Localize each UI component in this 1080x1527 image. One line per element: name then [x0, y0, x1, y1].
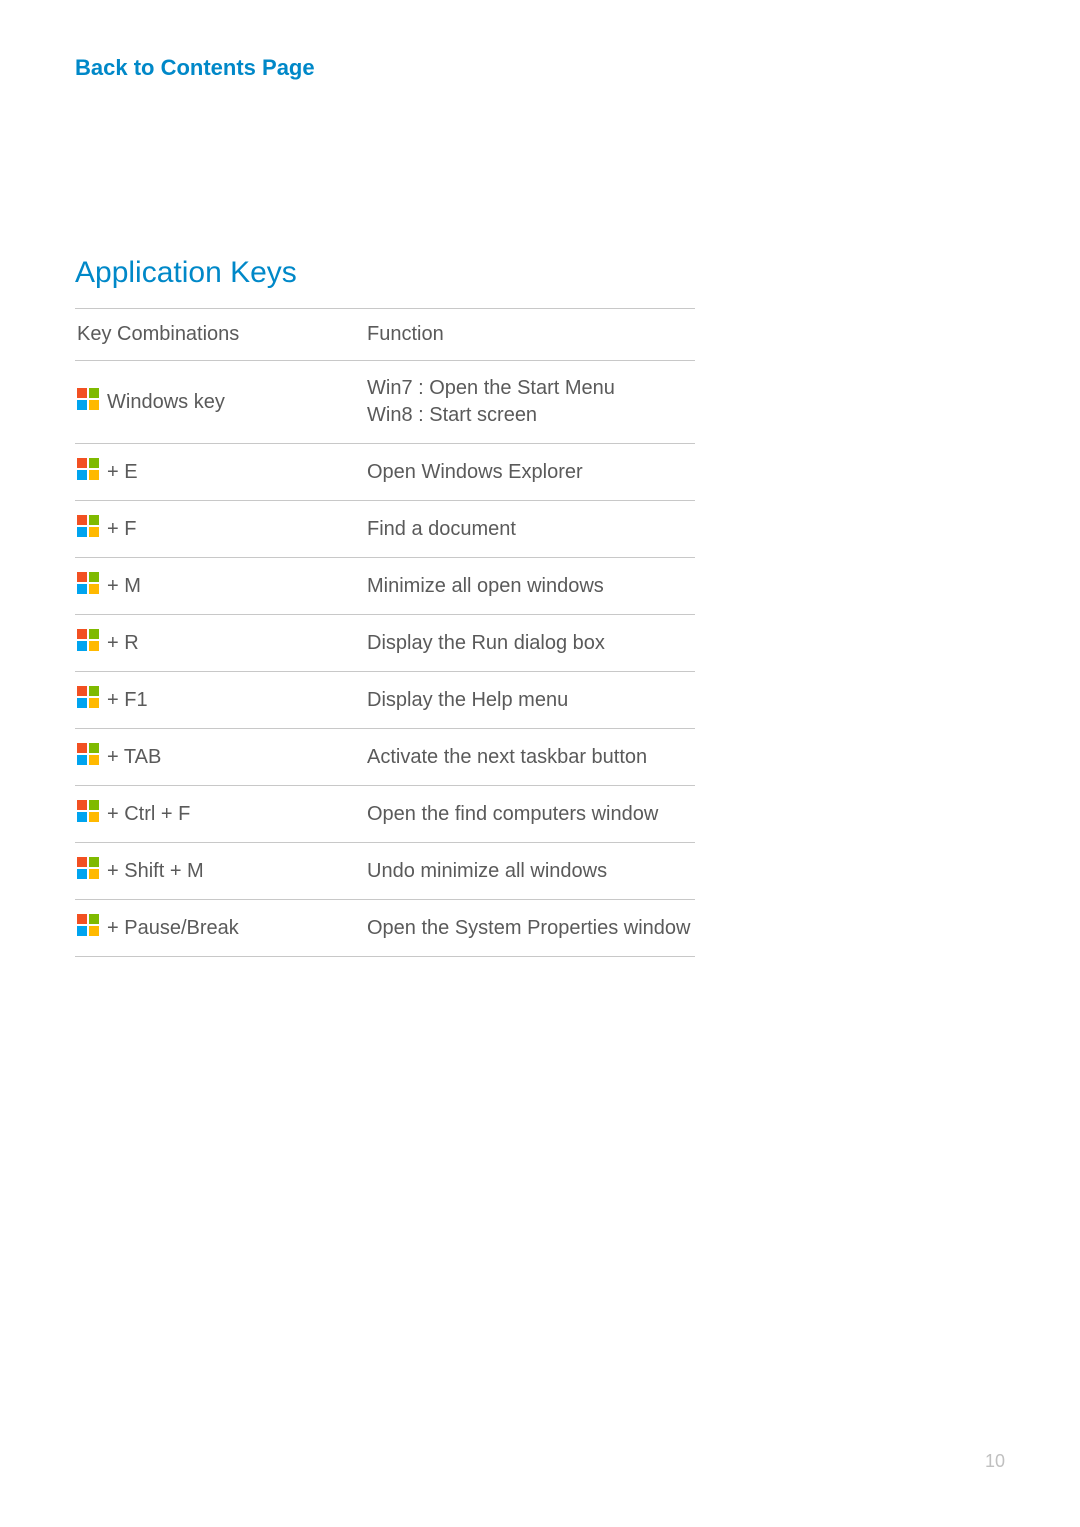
- function-cell: Win7 : Open the Start MenuWin8 : Start s…: [365, 361, 695, 444]
- function-text: Open the find computers window: [367, 801, 693, 828]
- table-header-row: Key Combinations Function: [75, 309, 695, 361]
- table-row: + TAB Activate the next taskbar button: [75, 729, 695, 786]
- function-text: Activate the next taskbar button: [367, 744, 693, 771]
- table-row: + F1 Display the Help menu: [75, 672, 695, 729]
- function-cell: Display the Run dialog box: [365, 615, 695, 672]
- windows-icon: [77, 572, 99, 600]
- key-combination-cell: + Ctrl + F: [75, 786, 365, 843]
- key-combination-text: + F: [107, 518, 136, 541]
- windows-icon: [77, 800, 99, 828]
- windows-icon: [77, 388, 99, 416]
- function-text: Display the Help menu: [367, 687, 693, 714]
- key-combination-cell: + TAB: [75, 729, 365, 786]
- table-row: + M Minimize all open windows: [75, 558, 695, 615]
- function-cell: Open the System Properties window: [365, 900, 695, 957]
- header-key-combinations: Key Combinations: [75, 309, 365, 361]
- windows-icon: [77, 857, 99, 885]
- key-combination-cell: + E: [75, 444, 365, 501]
- key-combination-text: + TAB: [107, 746, 161, 769]
- key-combination-cell: + Pause/Break: [75, 900, 365, 957]
- windows-icon: [77, 743, 99, 771]
- table-row: + R Display the Run dialog box: [75, 615, 695, 672]
- key-combination-cell: + F: [75, 501, 365, 558]
- table-row: + F Find a document: [75, 501, 695, 558]
- function-cell: Open Windows Explorer: [365, 444, 695, 501]
- page-number: 10: [985, 1451, 1005, 1472]
- header-function: Function: [365, 309, 695, 361]
- function-text: Undo minimize all windows: [367, 858, 693, 885]
- table-row: Windows key Win7 : Open the Start MenuWin…: [75, 361, 695, 444]
- key-combination-cell: + Shift + M: [75, 843, 365, 900]
- function-cell: Display the Help menu: [365, 672, 695, 729]
- key-combination-text: + E: [107, 461, 138, 484]
- function-cell: Minimize all open windows: [365, 558, 695, 615]
- function-text: Find a document: [367, 516, 693, 543]
- key-combination-text: + Ctrl + F: [107, 803, 190, 826]
- key-combination-text: + Pause/Break: [107, 917, 239, 940]
- shortcuts-table: Key Combinations Function Windows keyWin…: [75, 308, 695, 957]
- key-combination-cell: Windows key: [75, 361, 365, 444]
- function-cell: Find a document: [365, 501, 695, 558]
- key-combination-text: + M: [107, 575, 141, 598]
- key-combination-text: + Shift + M: [107, 860, 204, 883]
- key-combination-text: Windows key: [107, 391, 225, 414]
- section-heading: Application Keys: [75, 256, 1005, 290]
- function-text: Win8 : Start screen: [367, 402, 693, 429]
- windows-icon: [77, 458, 99, 486]
- function-text: Minimize all open windows: [367, 573, 693, 600]
- key-combination-cell: + R: [75, 615, 365, 672]
- key-combination-cell: + M: [75, 558, 365, 615]
- table-row: + Ctrl + F Open the find computers window: [75, 786, 695, 843]
- function-text: Win7 : Open the Start Menu: [367, 375, 693, 402]
- function-text: Display the Run dialog box: [367, 630, 693, 657]
- windows-icon: [77, 629, 99, 657]
- key-combination-text: + F1: [107, 689, 148, 712]
- windows-icon: [77, 686, 99, 714]
- function-cell: Activate the next taskbar button: [365, 729, 695, 786]
- table-row: + Shift + M Undo minimize all windows: [75, 843, 695, 900]
- function-text: Open the System Properties window: [367, 915, 693, 942]
- key-combination-text: + R: [107, 632, 139, 655]
- windows-icon: [77, 515, 99, 543]
- function-cell: Open the find computers window: [365, 786, 695, 843]
- table-row: + E Open Windows Explorer: [75, 444, 695, 501]
- back-to-contents-link[interactable]: Back to Contents Page: [75, 55, 315, 81]
- function-cell: Undo minimize all windows: [365, 843, 695, 900]
- table-row: + Pause/Break Open the System Properties …: [75, 900, 695, 957]
- windows-icon: [77, 914, 99, 942]
- function-text: Open Windows Explorer: [367, 459, 693, 486]
- key-combination-cell: + F1: [75, 672, 365, 729]
